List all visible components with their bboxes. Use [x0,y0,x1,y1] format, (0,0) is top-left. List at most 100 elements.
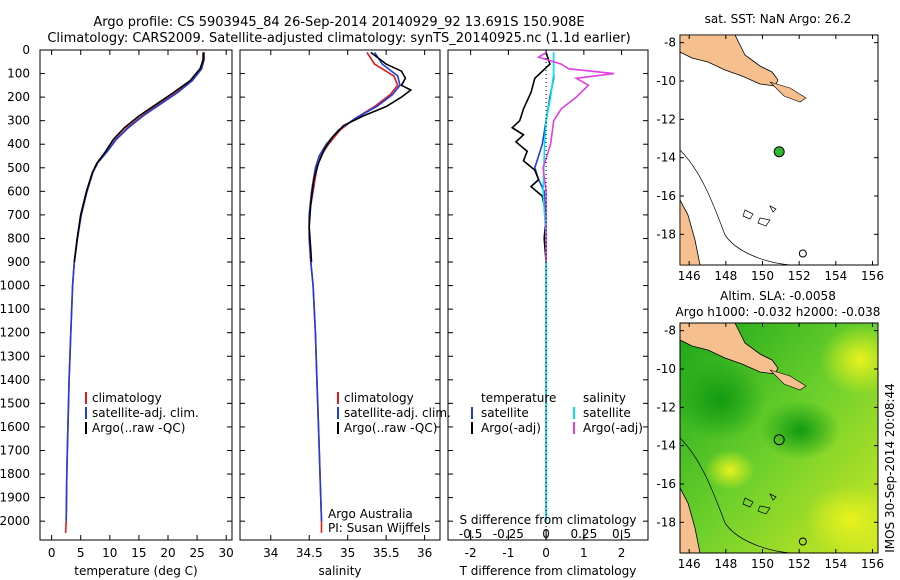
imos-timestamp: IMOS 30-Sep-2014 20:08:44 [883,383,897,553]
sst-map-title: sat. SST: NaN Argo: 26.2 [705,12,852,26]
series-s-satellite [542,52,555,522]
x-tick-label: 34.5 [296,546,323,560]
argo-position-marker [773,434,785,446]
depth-label: 1600 [0,420,30,434]
reefs [742,493,777,515]
sla-map-title-1: Altim. SLA: -0.0058 [720,289,836,303]
sla-map-title-2: Argo h1000: -0.032 h2000: -0.038 [676,305,881,319]
temperature-xlabel: temperature (deg C) [74,564,197,578]
sla-low-c [760,400,840,460]
x-tick-label: -2 [465,546,477,560]
series-t-satellite [533,52,555,522]
depth-label: 2000 [0,514,30,528]
legend-argo: Argo(..raw -QC) [92,421,185,435]
x-tick-label: 0 [542,546,550,560]
legend-salinity-title: salinity [583,391,626,405]
legend-satellite: satellite-adj. clim. [344,406,451,420]
salinity-panel [239,49,441,541]
x-tick-label: 5 [77,546,85,560]
lon-tick-label: 156 [861,557,884,571]
header-line-1: Argo profile: CS 5903945_84 26-Sep-2014 … [93,15,584,30]
depth-axis: 0 100 200 300 400 500 600 700 800 900 1000 1100 1200… [0,43,30,528]
lat-tick-label: -18 [656,227,676,241]
x-tick-label: 15 [131,546,146,560]
depth-label: 500 [7,161,30,175]
lon-tick-label: 154 [824,557,847,571]
lon-tick-label: 146 [678,269,701,283]
x-tick-label: 10 [102,546,117,560]
difference-legend: temperature satellite Argo(-adj) salinit… [471,391,643,435]
sla-map-frame [679,322,879,554]
sla-low-w [680,360,765,440]
x-tick-label: 36 [417,546,432,560]
depth-label: 1500 [0,396,30,410]
x-tick-label: 35 [340,546,355,560]
legend-temperature-title: temperature [481,391,556,405]
reefs [742,205,777,227]
series-satellite-adj-clim- [308,51,401,522]
lon-tick-label: 152 [788,269,811,283]
series-climatology [308,51,399,533]
legend-s-argo: Argo(-adj) [583,421,643,435]
legend-t-satellite: satellite [481,406,529,420]
credit-argo-australia: Argo Australia [328,507,413,521]
lat-tick-label: -12 [656,112,676,126]
sst-map-axes: 146 148 150 152 154 156 -8 -10 -12 -14 -16 -18 [656,35,884,283]
depth-label: 800 [7,231,30,245]
x-tick-label: -1 [502,546,514,560]
difference-panel [447,49,649,541]
series-s-argo-adj- [536,51,615,262]
depth-label: 700 [7,208,30,222]
sla-high-sw [705,450,755,490]
x-tick-label: 25 [189,546,204,560]
depth-label: 1800 [0,467,30,481]
salinity-xlabel: salinity [318,564,361,578]
lat-tick-label: -8 [664,36,676,50]
legend-climatology: climatology [344,391,414,405]
x-tick-label: 2 [618,546,626,560]
lat-tick-label: -18 [656,515,676,529]
islands [769,369,807,391]
depth-label: 1100 [0,302,30,316]
depth-label: 100 [7,67,30,81]
lat-tick-label: -16 [656,189,676,203]
lon-tick-label: 146 [678,557,701,571]
sla-map-axes: 146 148 150 152 154 156 -8 -10 -12 -14 -16 -18 [656,323,884,571]
legend-s-satellite: satellite [583,406,631,420]
depth-label: 300 [7,114,30,128]
depth-label: 1200 [0,326,30,340]
lon-tick-label: 154 [824,269,847,283]
lon-tick-label: 150 [751,269,774,283]
previous-position-marker [798,249,807,258]
lat-tick-label: -14 [656,151,676,165]
sst-map-land [680,35,807,265]
depth-label: 1300 [0,349,30,363]
sla-map-field [680,323,878,553]
lat-tick-label: -16 [656,477,676,491]
series-argo-raw-qc- [308,51,413,263]
lon-tick-label: 148 [714,269,737,283]
s-tick-label: 0 [542,527,550,541]
depth-label: 900 [7,255,30,269]
lat-tick-label: -10 [656,74,676,88]
sla-high-ne [820,325,878,395]
lat-tick-label: -10 [656,362,676,376]
australia-landmass [680,487,701,553]
lon-tick-label: 156 [861,269,884,283]
x-tick-label: 0 [48,546,56,560]
x-tick-label: 34 [263,546,278,560]
previous-position-marker [798,537,807,546]
lat-tick-label: -14 [656,439,676,453]
sla-high-se [805,485,878,553]
temperature-legend: climatology satellite-adj. clim. Argo(..… [85,391,199,435]
png-landmass [680,323,779,375]
lon-tick-label: 150 [751,557,774,571]
lon-tick-label: 148 [714,557,737,571]
australia-landmass [680,199,701,265]
argo-position-marker [773,146,785,158]
difference-xlabel-top: S difference from climatology [460,513,637,527]
series-climatology [64,52,204,533]
islands [769,81,807,103]
x-tick-label: 35.5 [373,546,400,560]
